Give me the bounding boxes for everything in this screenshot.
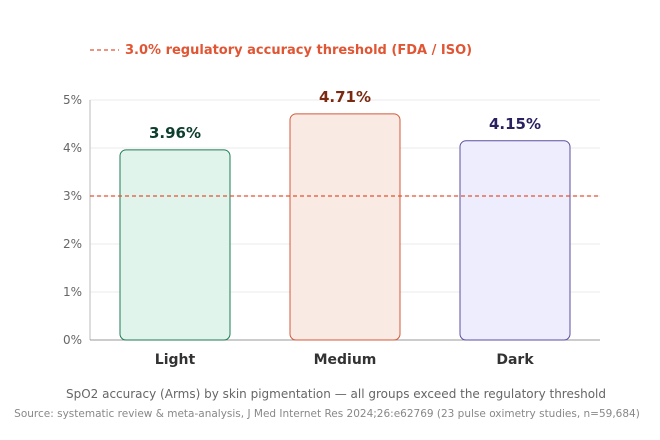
chart-source: Source: systematic review & meta-analysi…: [14, 408, 640, 420]
bar-light: [119, 149, 231, 341]
labels: 0% 1% 2% 3% 4% 5% 3.96% Light 4.71% Medium 4.15% Da…: [63, 88, 541, 368]
bar-dark: [459, 140, 571, 341]
x-tick-label-light: Light: [155, 352, 196, 368]
value-label-medium: 4.71%: [319, 88, 371, 106]
y-tick-label: 3%: [63, 189, 82, 203]
y-tick-label: 5%: [63, 93, 82, 107]
value-label-light: 3.96%: [149, 124, 201, 142]
x-tick-label-dark: Dark: [496, 352, 534, 368]
value-label-dark: 4.15%: [489, 115, 541, 133]
bars: [119, 113, 571, 341]
y-tick-label: 4%: [63, 141, 82, 155]
legend-threshold-label: 3.0% regulatory accuracy threshold (FDA …: [125, 43, 472, 58]
legend: 3.0% regulatory accuracy threshold (FDA …: [90, 43, 472, 58]
y-tick-label: 1%: [63, 285, 82, 299]
bar-medium: [289, 113, 401, 341]
y-tick-label: 2%: [63, 237, 82, 251]
chart-caption: SpO2 accuracy (Arms) by skin pigmentatio…: [66, 387, 606, 401]
x-tick-label-medium: Medium: [314, 352, 377, 368]
y-tick-label: 0%: [63, 333, 82, 347]
